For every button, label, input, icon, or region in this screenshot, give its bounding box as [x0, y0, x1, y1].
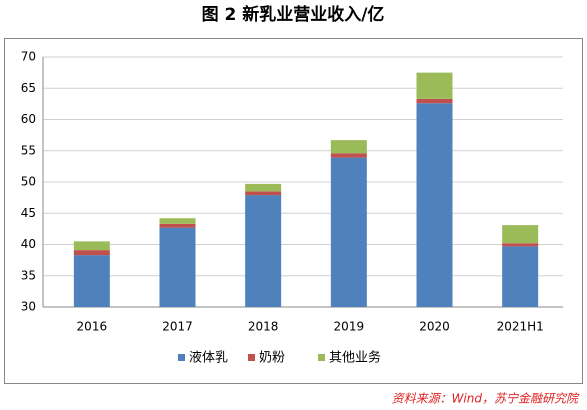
x-tick-label: 2019: [334, 320, 365, 334]
bar-segment: [159, 218, 196, 224]
bar-segment: [159, 223, 196, 228]
bar-segment: [416, 98, 453, 104]
legend-label: 其他业务: [329, 350, 381, 366]
bar-segment: [502, 246, 539, 307]
legend-swatch: [178, 354, 185, 361]
bar-segment: [502, 225, 539, 244]
y-tick-label: 45: [21, 206, 36, 220]
bar-segment: [330, 140, 367, 154]
y-tick-label: 60: [21, 112, 36, 126]
y-tick-label: 40: [21, 237, 36, 251]
bar-segment: [73, 250, 110, 256]
y-tick-label: 30: [21, 300, 36, 314]
y-tick-label: 65: [21, 81, 36, 95]
bar-segment: [245, 191, 282, 196]
legend-label: 液体乳: [189, 351, 228, 366]
x-tick-label: 2017: [162, 320, 193, 334]
bar-segment: [159, 227, 196, 307]
x-tick-label: 2021H1: [497, 320, 544, 334]
bar-segment: [73, 255, 110, 307]
bar-segment: [73, 241, 110, 251]
chart-title: 图 2 新乳业营业收入/亿: [202, 4, 385, 25]
y-tick-label: 55: [21, 143, 36, 157]
bar-segment: [416, 72, 453, 99]
x-tick-label: 2020: [419, 320, 450, 334]
bar-segment: [330, 157, 367, 307]
bar-segment: [330, 153, 367, 158]
bar-segment: [502, 243, 539, 247]
y-tick-label: 35: [21, 268, 36, 282]
bar-segment: [245, 183, 282, 192]
x-tick-label: 2018: [248, 320, 279, 334]
x-tick-label: 2016: [77, 320, 108, 334]
bar-segment: [245, 195, 282, 307]
source-note: 资料来源：Wind，苏宁金融研究院: [392, 392, 580, 406]
y-tick-label: 50: [21, 175, 36, 189]
legend-swatch: [248, 354, 255, 361]
bar-segment: [416, 103, 453, 307]
legend-label: 奶粉: [259, 351, 285, 366]
y-tick-label: 70: [21, 50, 36, 64]
legend-swatch: [318, 354, 325, 361]
chart-frame: [4, 38, 583, 384]
